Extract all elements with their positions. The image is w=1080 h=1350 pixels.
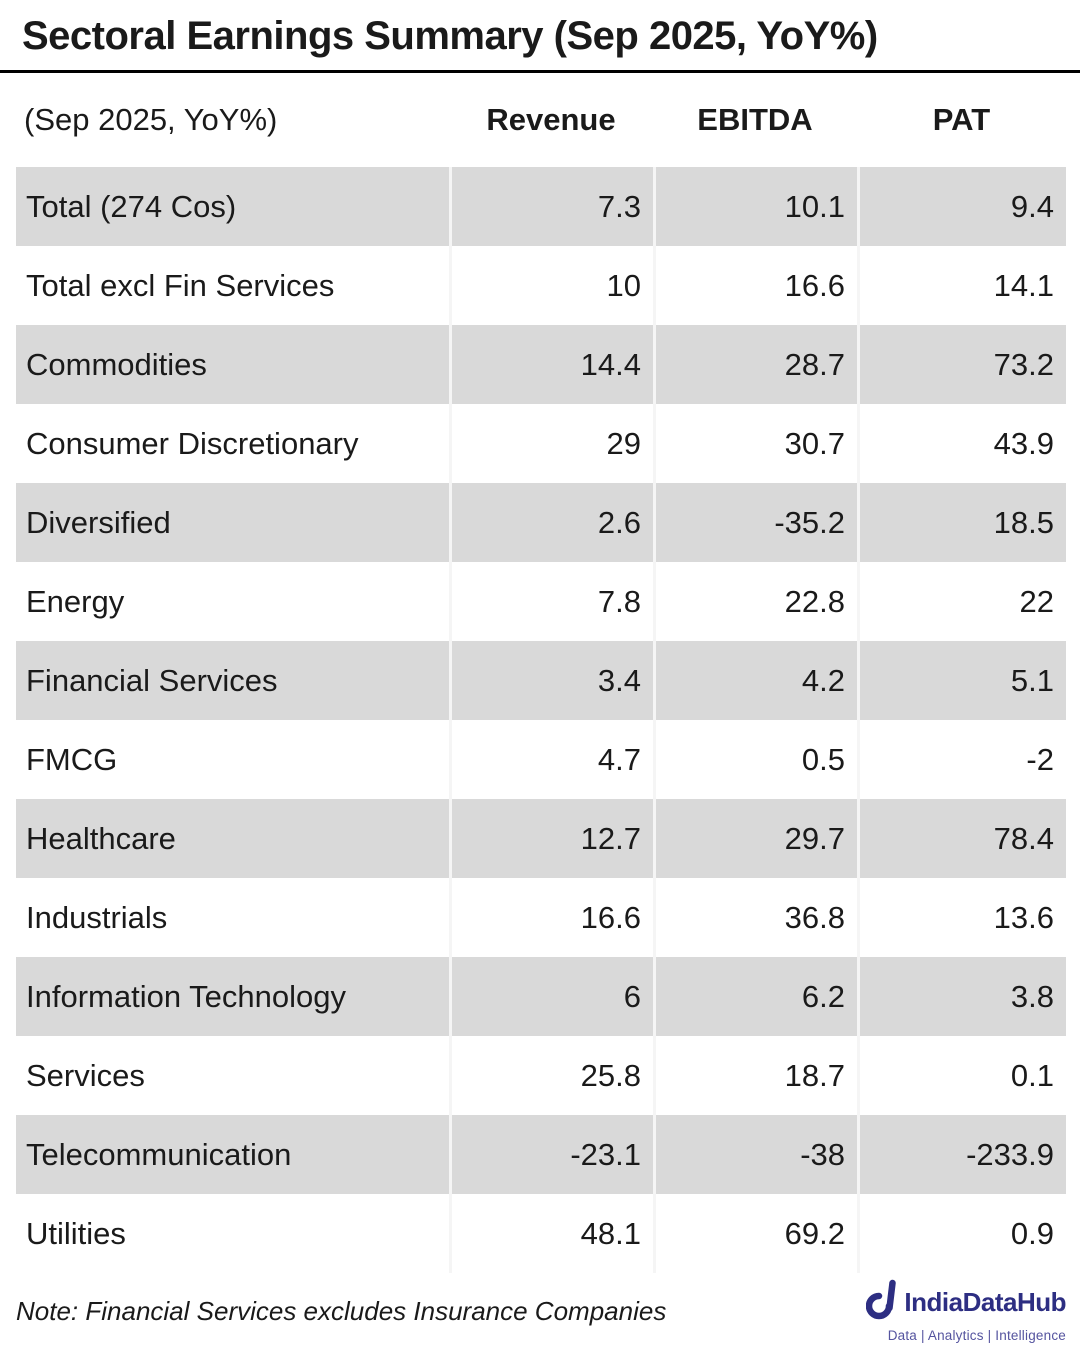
footnote: Note: Financial Services excludes Insura… <box>16 1295 667 1326</box>
sector-name: Energy <box>26 583 125 619</box>
header-revenue: Revenue <box>486 102 616 137</box>
table-row: Energy 7.8 22.8 22 <box>16 562 1066 641</box>
table-row: Financial Services 3.4 4.2 5.1 <box>16 641 1066 720</box>
header-pat: PAT <box>932 102 991 137</box>
sector-name: Utilities <box>26 1215 126 1251</box>
ebitda-value: 0.5 <box>653 720 857 799</box>
sector-name: Financial Services <box>26 662 278 698</box>
ebitda-value: 18.7 <box>653 1036 857 1115</box>
revenue-value: 3.4 <box>449 641 653 720</box>
pat-value: 0.9 <box>857 1194 1066 1273</box>
ebitda-value: 36.8 <box>653 878 857 957</box>
ebitda-value: 30.7 <box>653 404 857 483</box>
table-row: Total excl Fin Services 10 16.6 14.1 <box>16 246 1066 325</box>
sector-name: Total excl Fin Services <box>26 267 335 303</box>
footer: Note: Financial Services excludes Insura… <box>0 1278 1080 1344</box>
ebitda-value: 28.7 <box>653 325 857 404</box>
pat-value: -233.9 <box>857 1115 1066 1194</box>
logo-tagline: Data | Analytics | Intelligence <box>887 1328 1066 1343</box>
sector-name: Services <box>26 1057 145 1093</box>
table-row: FMCG 4.7 0.5 -2 <box>16 720 1066 799</box>
header-row: (Sep 2025, YoY%) Revenue EBITDA PAT <box>16 73 1066 167</box>
table-row: Commodities 14.4 28.7 73.2 <box>16 325 1066 404</box>
pat-value: 3.8 <box>857 957 1066 1036</box>
pat-value: 43.9 <box>857 404 1066 483</box>
table-row: Industrials 16.6 36.8 13.6 <box>16 878 1066 957</box>
revenue-value: 25.8 <box>449 1036 653 1115</box>
table-row: Services 25.8 18.7 0.1 <box>16 1036 1066 1115</box>
ebitda-value: 29.7 <box>653 799 857 878</box>
revenue-value: 12.7 <box>449 799 653 878</box>
ebitda-value: 10.1 <box>653 167 857 246</box>
ebitda-value: -38 <box>653 1115 857 1194</box>
ebitda-value: 6.2 <box>653 957 857 1036</box>
pat-value: 9.4 <box>857 167 1066 246</box>
sector-name: Information Technology <box>26 978 346 1014</box>
revenue-value: 7.8 <box>449 562 653 641</box>
revenue-value: 2.6 <box>449 483 653 562</box>
ebitda-value: -35.2 <box>653 483 857 562</box>
revenue-value: 14.4 <box>449 325 653 404</box>
sector-name: Total (274 Cos) <box>26 188 237 224</box>
table-row: Total (274 Cos) 7.3 10.1 9.4 <box>16 167 1066 246</box>
pat-value: 5.1 <box>857 641 1066 720</box>
revenue-value: 7.3 <box>449 167 653 246</box>
indiadatahub-logo-icon <box>866 1279 897 1326</box>
revenue-value: 48.1 <box>449 1194 653 1273</box>
title-divider <box>0 70 1080 73</box>
ebitda-value: 22.8 <box>653 562 857 641</box>
table-row: Utilities 48.1 69.2 0.9 <box>16 1194 1066 1273</box>
sector-name: Telecommunication <box>26 1136 292 1172</box>
page-title: Sectoral Earnings Summary (Sep 2025, YoY… <box>22 14 878 58</box>
header-ebitda: EBITDA <box>697 102 813 137</box>
pat-value: 18.5 <box>857 483 1066 562</box>
pat-value: 13.6 <box>857 878 1066 957</box>
sector-name: FMCG <box>26 741 118 777</box>
pat-value: 0.1 <box>857 1036 1066 1115</box>
pat-value: 78.4 <box>857 799 1066 878</box>
ebitda-value: 16.6 <box>653 246 857 325</box>
table-header: (Sep 2025, YoY%) Revenue EBITDA PAT <box>16 73 1066 167</box>
revenue-value: 4.7 <box>449 720 653 799</box>
pat-value: -2 <box>857 720 1066 799</box>
table-row: Telecommunication -23.1 -38 -233.9 <box>16 1115 1066 1194</box>
revenue-value: -23.1 <box>449 1115 653 1194</box>
logo-wordmark: IndiaDataHub <box>904 1287 1066 1317</box>
revenue-value: 10 <box>449 246 653 325</box>
sector-name: Industrials <box>26 899 168 935</box>
table-row: Consumer Discretionary 29 30.7 43.9 <box>16 404 1066 483</box>
logo-top-row: IndiaDataHub <box>866 1279 1066 1326</box>
revenue-value: 29 <box>449 404 653 483</box>
revenue-value: 6 <box>449 957 653 1036</box>
sector-earnings-table: (Sep 2025, YoY%) Revenue EBITDA PAT Tota… <box>16 73 1066 1273</box>
table-row: Information Technology 6 6.2 3.8 <box>16 957 1066 1036</box>
sector-name: Commodities <box>26 346 207 382</box>
pat-value: 14.1 <box>857 246 1066 325</box>
sector-name: Consumer Discretionary <box>26 425 359 461</box>
ebitda-value: 4.2 <box>653 641 857 720</box>
sector-name: Diversified <box>26 504 171 540</box>
pat-value: 73.2 <box>857 325 1066 404</box>
header-corner-label: (Sep 2025, YoY%) <box>24 102 278 137</box>
sector-name: Healthcare <box>26 820 176 856</box>
table-body: Total (274 Cos) 7.3 10.1 9.4 Total excl … <box>16 167 1066 1273</box>
ebitda-value: 69.2 <box>653 1194 857 1273</box>
table-row: Diversified 2.6 -35.2 18.5 <box>16 483 1066 562</box>
indiadatahub-logo: IndiaDataHub Data | Analytics | Intellig… <box>866 1279 1066 1343</box>
table-row: Healthcare 12.7 29.7 78.4 <box>16 799 1066 878</box>
revenue-value: 16.6 <box>449 878 653 957</box>
pat-value: 22 <box>857 562 1066 641</box>
